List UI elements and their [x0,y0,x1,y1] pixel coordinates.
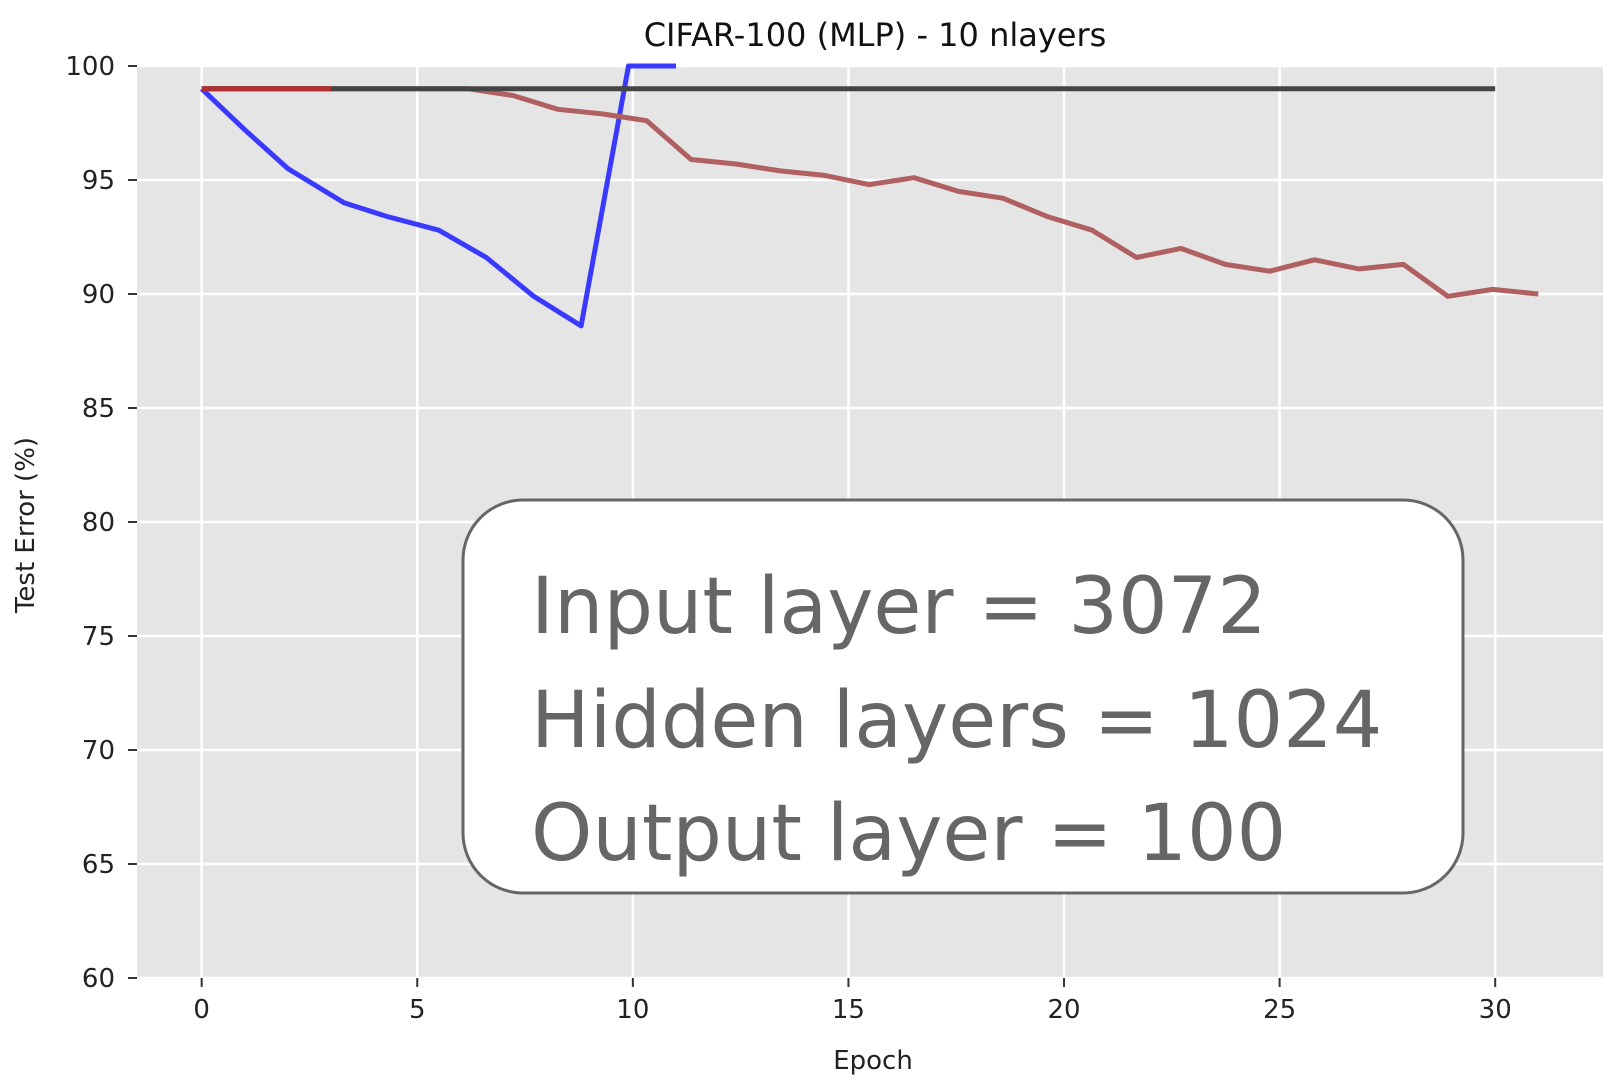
y-tick-label: 95 [82,166,115,196]
y-tick-label: 65 [82,850,115,880]
annotation-frame [461,498,1465,895]
x-axis-title: Epoch [833,1046,913,1076]
x-tick-label: 25 [1263,995,1296,1025]
annotation-line-input: Input layer = 3072 [531,562,1267,652]
y-tick-label: 80 [82,508,115,538]
annotation-line-hidden: Hidden layers = 1024 [531,676,1382,766]
series-lines [199,63,1539,329]
y-tick-label: 60 [82,964,115,994]
axes: 0 5 10 15 20 25 30 60 65 70 75 80 85 90 95 100 [65,52,1511,1025]
chart-title: CIFAR-100 (MLP) - 10 nlayers [644,16,1107,54]
x-tick-label: 0 [193,995,210,1025]
y-tick-label: 100 [65,52,115,82]
x-tick-label: 15 [832,995,865,1025]
x-tick-label: 30 [1479,995,1512,1025]
y-axis-title: Test Error (%) [11,437,41,614]
x-tick-label: 10 [616,995,649,1025]
series-line-0 [199,63,676,329]
y-tick-label: 75 [82,622,115,652]
annotation-box: Input layer = 3072 Hidden layers = 1024 … [461,498,1465,895]
y-tick-label: 90 [82,280,115,310]
y-tick-label: 85 [82,394,115,424]
x-tick-label: 5 [409,995,426,1025]
x-tick-label: 20 [1047,995,1080,1025]
y-tick-label: 70 [82,736,115,766]
annotation-line-output: Output layer = 100 [531,789,1286,879]
